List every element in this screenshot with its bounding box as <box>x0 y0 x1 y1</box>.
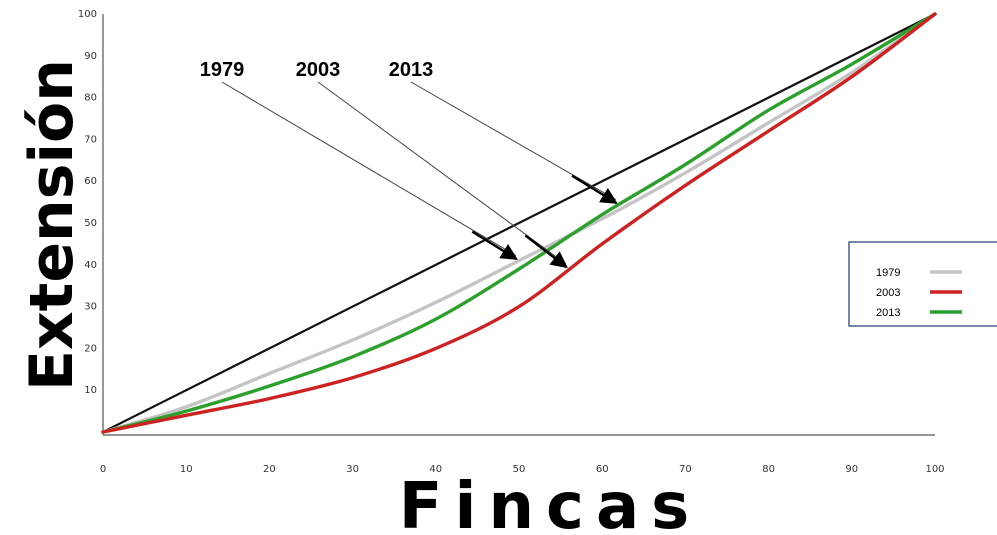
x-tick-label: 20 <box>263 464 276 475</box>
annotation-leader-line <box>410 81 617 201</box>
legend-label-2003: 2003 <box>876 287 900 299</box>
x-tick-label: 10 <box>180 464 193 475</box>
annotation-arrow <box>471 230 518 261</box>
legend: 1979 2003 2013 <box>848 241 997 327</box>
series-line-equality <box>101 12 937 434</box>
x-tick-label: 60 <box>596 464 609 475</box>
x-tick-label: 0 <box>100 464 106 475</box>
series-line-2003 <box>101 12 937 434</box>
legend-label-2013: 2013 <box>876 307 900 319</box>
legend-box <box>848 241 997 327</box>
y-ticks: 10 20 30 40 50 60 70 80 90 100 <box>78 9 97 396</box>
series-layer <box>101 12 937 434</box>
y-tick-label: 50 <box>84 218 97 229</box>
x-axis-label: Fincas <box>399 470 701 531</box>
y-tick-label: 70 <box>84 134 97 145</box>
x-tick-label: 50 <box>513 464 526 475</box>
x-tick-label: 40 <box>429 464 442 475</box>
y-tick-label: 90 <box>84 51 97 62</box>
x-tick-label: 100 <box>925 464 944 475</box>
y-tick-label: 30 <box>84 302 97 313</box>
legend-label-1979: 1979 <box>876 267 900 279</box>
axes <box>102 14 935 436</box>
x-tick-label: 30 <box>346 464 359 475</box>
x-tick-label: 90 <box>845 464 858 475</box>
annotation-leader-line <box>221 81 517 257</box>
annotation-layer: 1979 2003 2013 <box>200 59 618 269</box>
series-line-1979 <box>101 12 937 434</box>
series-line-2013 <box>101 12 937 434</box>
annotation-arrow <box>524 234 568 269</box>
annotation-label-1979: 1979 <box>200 59 245 81</box>
y-tick-label: 60 <box>84 176 97 187</box>
annotation-leader-line <box>317 81 567 265</box>
y-tick-label: 10 <box>84 385 97 396</box>
y-tick-label: 40 <box>84 260 97 271</box>
x-ticks: 0 10 20 30 40 50 60 70 80 90 100 <box>100 464 945 475</box>
y-tick-label: 80 <box>84 93 97 104</box>
annotation-label-2013: 2013 <box>389 59 434 81</box>
annotation-label-2003: 2003 <box>296 59 341 81</box>
x-tick-label: 80 <box>762 464 775 475</box>
x-tick-label: 70 <box>679 464 692 475</box>
y-tick-label: 20 <box>84 343 97 354</box>
annotation-arrow <box>571 174 618 205</box>
y-axis-label: Extensión <box>17 59 87 391</box>
y-tick-label: 100 <box>78 9 97 20</box>
